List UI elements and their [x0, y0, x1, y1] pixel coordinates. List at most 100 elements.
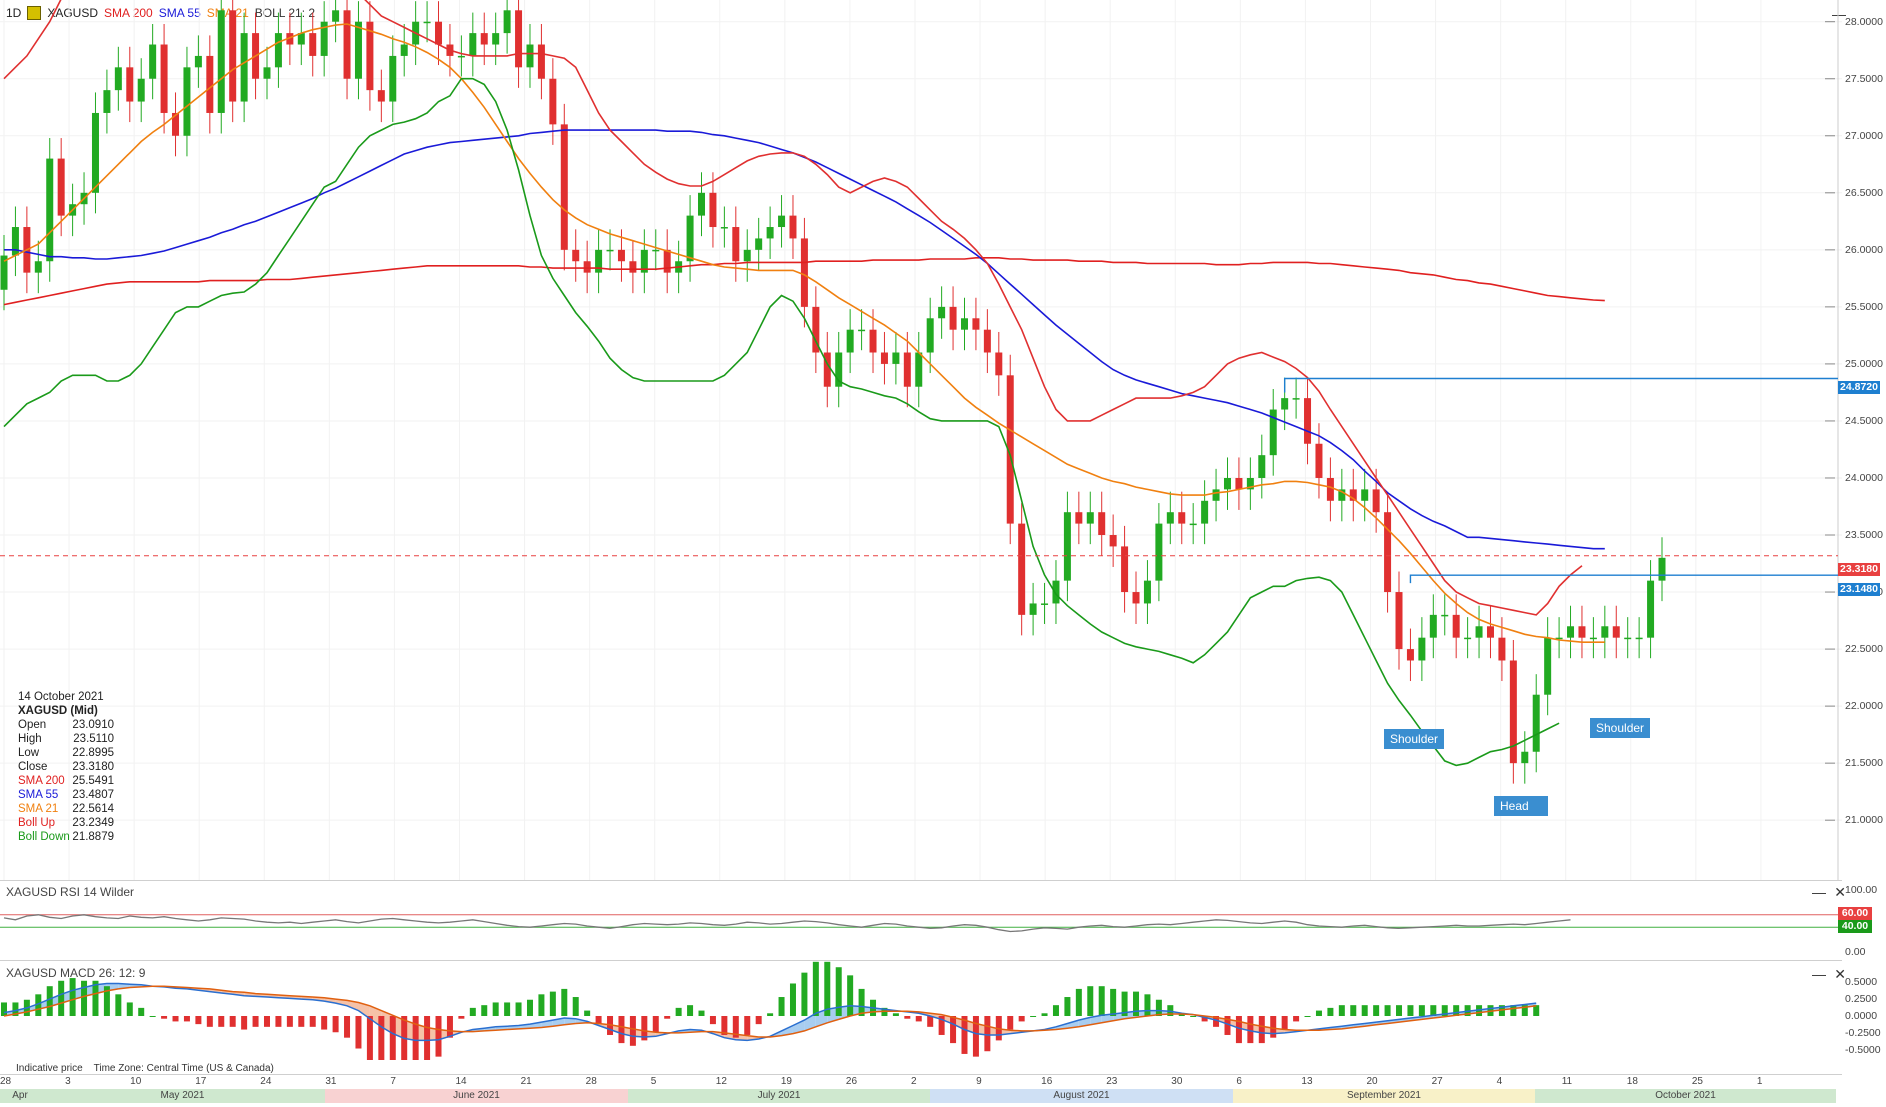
candle-body[interactable] — [640, 249, 648, 273]
series-line-sma-55[interactable] — [4, 129, 1605, 550]
candle-body[interactable] — [1121, 546, 1129, 593]
neckline-line[interactable] — [1409, 574, 1838, 584]
candle-body[interactable] — [1567, 626, 1575, 638]
candle-body[interactable] — [1166, 512, 1174, 524]
price-chart[interactable] — [0, 0, 1842, 880]
macd-close-icon[interactable]: ✕ — [1834, 966, 1846, 982]
macd-signal-line[interactable] — [3, 985, 1537, 1038]
candle-body[interactable] — [332, 10, 340, 22]
shoulder-right-label[interactable]: Shoulder — [1590, 718, 1651, 738]
candle-body[interactable] — [526, 44, 534, 68]
candle-body[interactable] — [1441, 614, 1449, 617]
candle-body[interactable] — [149, 44, 157, 79]
candle-body[interactable] — [617, 249, 625, 262]
candle-body[interactable] — [755, 238, 763, 250]
candle-body[interactable] — [1544, 637, 1552, 695]
main-minimize-icon[interactable]: — — [1832, 6, 1846, 22]
candle-body[interactable] — [1429, 614, 1437, 638]
candle-body[interactable] — [903, 352, 911, 387]
candle-body[interactable] — [732, 227, 740, 262]
candle-body[interactable] — [1326, 477, 1334, 501]
candle-body[interactable] — [1235, 477, 1243, 490]
candle-body[interactable] — [377, 90, 385, 102]
candle-body[interactable] — [743, 249, 751, 262]
candle-body[interactable] — [515, 10, 523, 68]
candle-body[interactable] — [240, 33, 248, 102]
candle-body[interactable] — [1223, 477, 1231, 490]
candle-body[interactable] — [960, 318, 968, 330]
candle-body[interactable] — [1269, 409, 1277, 456]
candle-body[interactable] — [469, 33, 477, 56]
candle-body[interactable] — [0, 255, 8, 290]
candle-body[interactable] — [286, 33, 294, 45]
macd-chart[interactable] — [0, 960, 1842, 1060]
candle-body[interactable] — [1281, 398, 1289, 410]
candle-body[interactable] — [435, 21, 443, 45]
candle-body[interactable] — [320, 21, 328, 56]
candle-body[interactable] — [114, 67, 122, 91]
candle-body[interactable] — [91, 112, 99, 193]
timeframe-label[interactable]: 1D — [6, 6, 22, 20]
indicator-sma200-label[interactable]: SMA 200 — [104, 6, 153, 20]
candle-body[interactable] — [572, 249, 580, 262]
candle-body[interactable] — [629, 261, 637, 273]
candle-body[interactable] — [1349, 489, 1357, 501]
candle-body[interactable] — [1109, 535, 1117, 547]
macd-minimize-icon[interactable]: — — [1812, 966, 1826, 982]
candle-body[interactable] — [1086, 512, 1094, 524]
candle-body[interactable] — [663, 249, 671, 273]
rsi-close-icon[interactable]: ✕ — [1834, 884, 1846, 900]
head-label[interactable]: Head — [1494, 796, 1548, 816]
rsi-chart[interactable] — [0, 890, 1842, 960]
candle-body[interactable] — [537, 44, 545, 79]
candle-body[interactable] — [46, 158, 54, 262]
candle-body[interactable] — [766, 227, 774, 239]
candle-body[interactable] — [126, 67, 134, 102]
candle-body[interactable] — [1395, 592, 1403, 650]
candle-body[interactable] — [1143, 580, 1151, 604]
candle-body[interactable] — [858, 329, 866, 332]
candle-body[interactable] — [812, 306, 820, 353]
candle-body[interactable] — [1486, 626, 1494, 638]
candle-body[interactable] — [709, 192, 717, 228]
candle-body[interactable] — [354, 21, 362, 79]
candle-body[interactable] — [34, 261, 42, 273]
candle-body[interactable] — [1075, 512, 1083, 524]
candle-body[interactable] — [1406, 649, 1414, 661]
candle-body[interactable] — [423, 21, 431, 24]
candle-body[interactable] — [57, 158, 65, 216]
candle-body[interactable] — [1555, 637, 1563, 640]
candle-body[interactable] — [137, 78, 145, 102]
shoulder-left-label[interactable]: Shoulder — [1384, 729, 1445, 749]
candle-body[interactable] — [1647, 580, 1655, 638]
candle-body[interactable] — [1521, 751, 1529, 764]
candle-body[interactable] — [217, 10, 225, 113]
candle-body[interactable] — [789, 215, 797, 239]
series-line-boll-down[interactable] — [3, 77, 1560, 767]
candle-body[interactable] — [1178, 512, 1186, 524]
candle-body[interactable] — [1624, 637, 1632, 640]
candle-body[interactable] — [1189, 523, 1197, 526]
candle-body[interactable] — [103, 90, 111, 113]
candle-body[interactable] — [457, 55, 465, 58]
candle-body[interactable] — [606, 249, 614, 252]
candle-body[interactable] — [1006, 375, 1014, 524]
candle-body[interactable] — [1338, 489, 1346, 501]
candle-body[interactable] — [800, 238, 808, 307]
candle-body[interactable] — [1464, 637, 1472, 640]
candle-body[interactable] — [1578, 626, 1586, 638]
candle-body[interactable] — [206, 55, 214, 113]
candle-body[interactable] — [1475, 626, 1483, 638]
candle-body[interactable] — [400, 44, 408, 56]
candle-body[interactable] — [1098, 512, 1106, 536]
candle-body[interactable] — [652, 249, 660, 252]
candle-body[interactable] — [835, 352, 843, 387]
candle-body[interactable] — [1041, 603, 1049, 605]
candle-body[interactable] — [1052, 580, 1060, 604]
candle-body[interactable] — [720, 227, 728, 229]
candle-body[interactable] — [915, 352, 923, 387]
series-line-sma-21[interactable] — [3, 23, 1605, 644]
candle-body[interactable] — [183, 67, 191, 136]
candle-body[interactable] — [846, 329, 854, 353]
candle-body[interactable] — [297, 33, 305, 45]
